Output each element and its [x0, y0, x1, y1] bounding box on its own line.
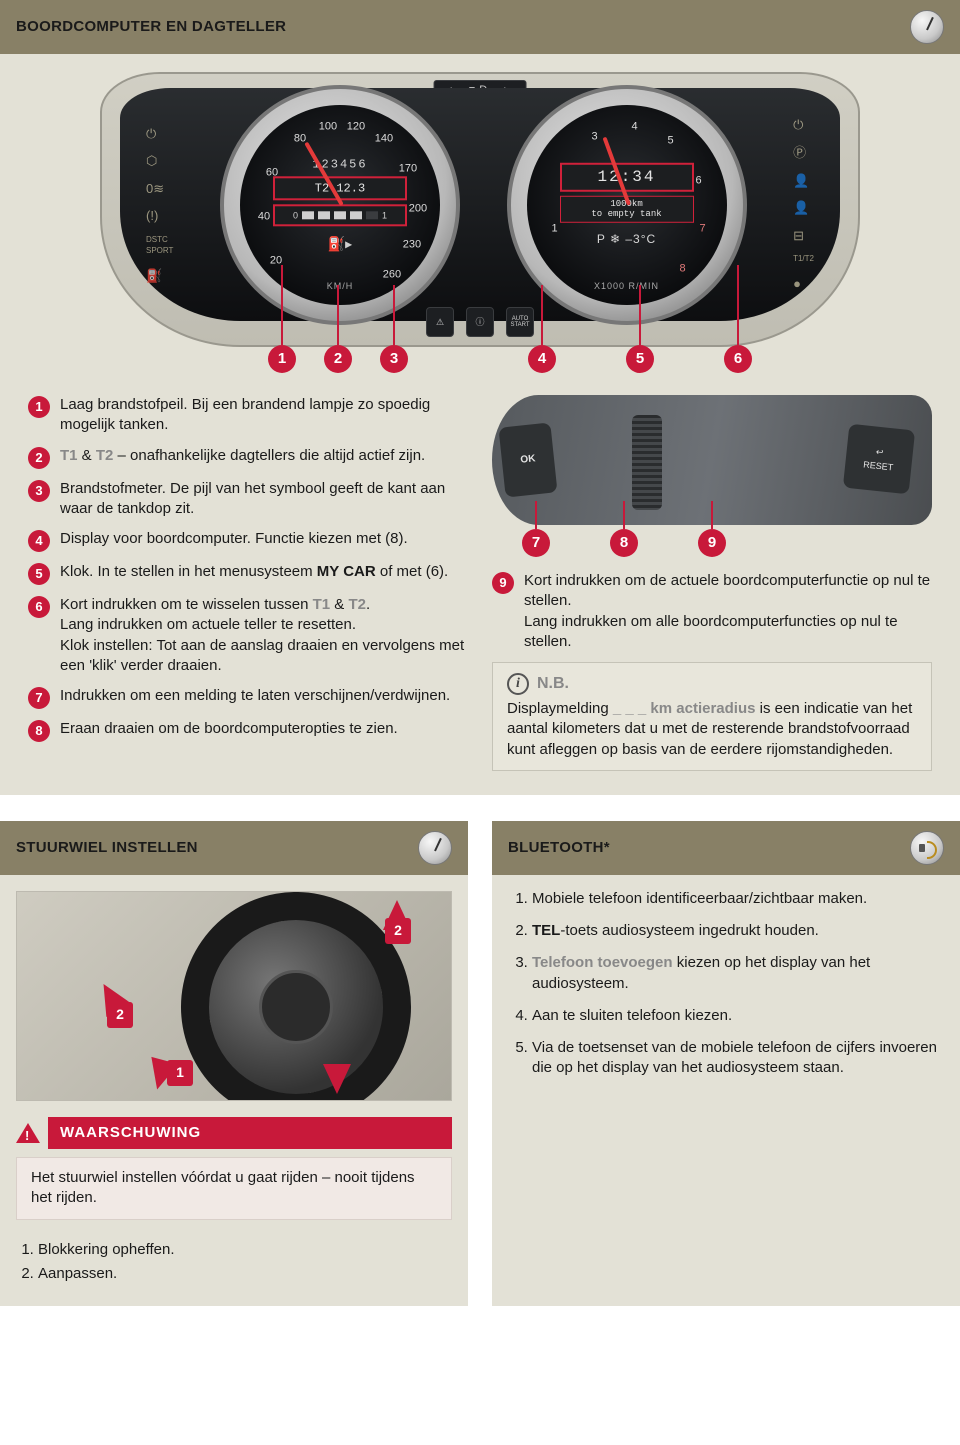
note-box: i N.B. Displaymelding _ _ _ km actieradi… — [492, 662, 932, 771]
numbered-item: 1 Laag brandstofpeil. Bij een brandend la… — [28, 395, 468, 436]
wheel-steps: Blokkering opheffen. Aanpassen. — [0, 1230, 468, 1307]
numbered-item: 3 Brandstofmeter. De pijl van het symbool… — [28, 479, 468, 520]
section-bluetooth: BLUETOOTH* Mobiele telefoon identificeer… — [492, 821, 960, 1306]
tacho-unit: X1000 R/MIN — [594, 280, 659, 292]
list-item: Aan te sluiten telefoon kiezen. — [532, 1006, 940, 1026]
right-warning-icons: ⏻Ⓟ👤👤⊟T1/T2● — [793, 116, 814, 292]
numbered-item: 7 Indrukken om een melding te laten versc… — [28, 686, 468, 709]
callout-5: 5 — [626, 345, 654, 373]
item-text: Display voor boordcomputer. Functie kiez… — [60, 529, 408, 552]
list-item: Mobiele telefoon identificeerbaar/zichtb… — [532, 889, 940, 909]
callout-6: 6 — [724, 345, 752, 373]
list-item: TEL-toets audiosysteem ingedrukt houden. — [532, 921, 940, 941]
item-bullet: 9 — [492, 572, 514, 594]
steering-wheel-figure: 2 2 1 — [16, 891, 452, 1101]
warning-box: Het stuurwiel instellen vóórdat u gaat r… — [16, 1157, 452, 1220]
item-bullet: 1 — [28, 396, 50, 418]
item-text: Eraan draaien om de boordcomputeropties … — [60, 719, 398, 742]
fuel-icon: ⛽▸ — [328, 234, 352, 253]
warning-body: Het stuurwiel instellen vóórdat u gaat r… — [17, 1158, 451, 1219]
left-column: 1 Laag brandstofpeil. Bij een brandend la… — [28, 395, 468, 771]
callout-8: 8 — [610, 529, 638, 557]
stalk-callout-pins: 7 8 9 — [492, 529, 932, 557]
item-text: Kort indrukken om de actuele boordcomput… — [524, 571, 932, 652]
item-bullet: 5 — [28, 563, 50, 585]
numbered-item: 5 Klok. In te stellen in het menusysteem … — [28, 562, 468, 585]
reset-label: RESET — [863, 458, 894, 473]
right-column: OK ↩RESET 7 8 9 9 Kort indrukken om de ac… — [492, 395, 932, 771]
item-text: Klok. In te stellen in het menusysteem M… — [60, 562, 448, 585]
warning-header-row: WAARSCHUWING — [0, 1117, 468, 1157]
section-title: BOORDCOMPUTER EN DAGTELLER — [16, 17, 286, 37]
clock-display: 12:34 — [560, 162, 694, 192]
range-line-2: to empty tank — [567, 209, 687, 219]
warning-label: WAARSCHUWING — [60, 1123, 201, 1143]
item-bullet: 4 — [28, 530, 50, 552]
item-bullet: 3 — [28, 480, 50, 502]
callout-2: 2 — [324, 345, 352, 373]
section-title: STUURWIEL INSTELLEN — [16, 838, 198, 858]
warn-button: ⚠ — [426, 307, 454, 337]
numbered-item: 8 Eraan draaien om de boordcomputeropties… — [28, 719, 468, 742]
speedo-unit: KM/H — [327, 280, 354, 292]
section-header: BLUETOOTH* — [492, 821, 960, 875]
item-bullet: 7 — [28, 687, 50, 709]
bluetooth-steps: Mobiele telefoon identificeerbaar/zichtb… — [492, 875, 960, 1109]
section-title: BLUETOOTH* — [508, 838, 610, 858]
note-body: Displaymelding _ _ _ km actieradius is e… — [507, 699, 917, 760]
callout-9: 9 — [698, 529, 726, 557]
fig-label-2: 2 — [107, 1002, 133, 1028]
list-item: Aanpassen. — [38, 1264, 448, 1284]
section-header: STUURWIEL INSTELLEN — [0, 821, 468, 875]
note-header: i N.B. — [507, 673, 917, 695]
item-bullet: 2 — [28, 447, 50, 469]
item-bullet: 8 — [28, 720, 50, 742]
section-boordcomputer: BOORDCOMPUTER EN DAGTELLER ⇐ ≡D ⇒ ⏻⬡0≋(!… — [0, 0, 960, 795]
item-bullet: 6 — [28, 596, 50, 618]
speaker-icon — [910, 831, 944, 865]
section-stuurwiel: STUURWIEL INSTELLEN 2 2 1 WAARSCHUWING — [0, 821, 468, 1306]
stalk-ok-button: OK — [498, 422, 557, 497]
gear-temp-display: P ❄ –3°C — [597, 231, 656, 247]
dashboard-figure: ⇐ ≡D ⇒ ⏻⬡0≋(!)DSTCSPORT⛽ 20 40 60 80 — [0, 54, 960, 381]
gauge-icon — [910, 10, 944, 44]
list-item: Telefoon toevoegen kiezen op het display… — [532, 953, 940, 994]
autostart-button: AUTOSTART — [506, 307, 534, 337]
fig-label-2: 2 — [385, 918, 411, 944]
numbered-item: 9 Kort indrukken om de actuele boordcompu… — [492, 571, 932, 652]
left-warning-icons: ⏻⬡0≋(!)DSTCSPORT⛽ — [146, 125, 173, 284]
callout-3: 3 — [380, 345, 408, 373]
item-text: T1 & T2 – onafhankelijke dagtellers die … — [60, 446, 425, 469]
dash-bottom-buttons: ⚠ ⓘ AUTOSTART — [426, 307, 534, 337]
fig-label-1: 1 — [167, 1060, 193, 1086]
warning-header: WAARSCHUWING — [48, 1117, 452, 1149]
callout-7: 7 — [522, 529, 550, 557]
fuel-gauge: 0 1 — [273, 204, 407, 226]
gauge-icon — [418, 831, 452, 865]
section-header: BOORDCOMPUTER EN DAGTELLER — [0, 0, 960, 54]
callout-4: 4 — [528, 345, 556, 373]
stalk-reset-button: ↩RESET — [843, 424, 915, 495]
item-text: Indrukken om een melding te laten versch… — [60, 686, 450, 709]
numbered-item: 4 Display voor boordcomputer. Functie kie… — [28, 529, 468, 552]
numbered-item: 2 T1 & T2 – onafhankelijke dagtellers die… — [28, 446, 468, 469]
list-item: Via de toetsenset van de mobiele telefoo… — [532, 1038, 940, 1079]
warning-icon — [16, 1123, 40, 1143]
item-text: Brandstofmeter. De pijl van het symbool … — [60, 479, 468, 520]
callout-1: 1 — [268, 345, 296, 373]
item-text: Laag brandstofpeil. Bij een brandend lam… — [60, 395, 468, 436]
item-text: Kort indrukken om te wisselen tussen T1 … — [60, 595, 468, 676]
dash-callout-pins: 1 2 3 4 5 6 — [20, 345, 940, 373]
speedometer-dial: 20 40 60 80 100 120 140 170 200 230 260 — [220, 85, 460, 325]
numbered-item: 6 Kort indrukken om te wisselen tussen T1… — [28, 595, 468, 676]
note-label: N.B. — [537, 673, 569, 695]
info-icon: i — [507, 673, 529, 695]
info-button: ⓘ — [466, 307, 494, 337]
list-item: Blokkering opheffen. — [38, 1240, 448, 1260]
stalk-thumbwheel — [632, 415, 662, 510]
